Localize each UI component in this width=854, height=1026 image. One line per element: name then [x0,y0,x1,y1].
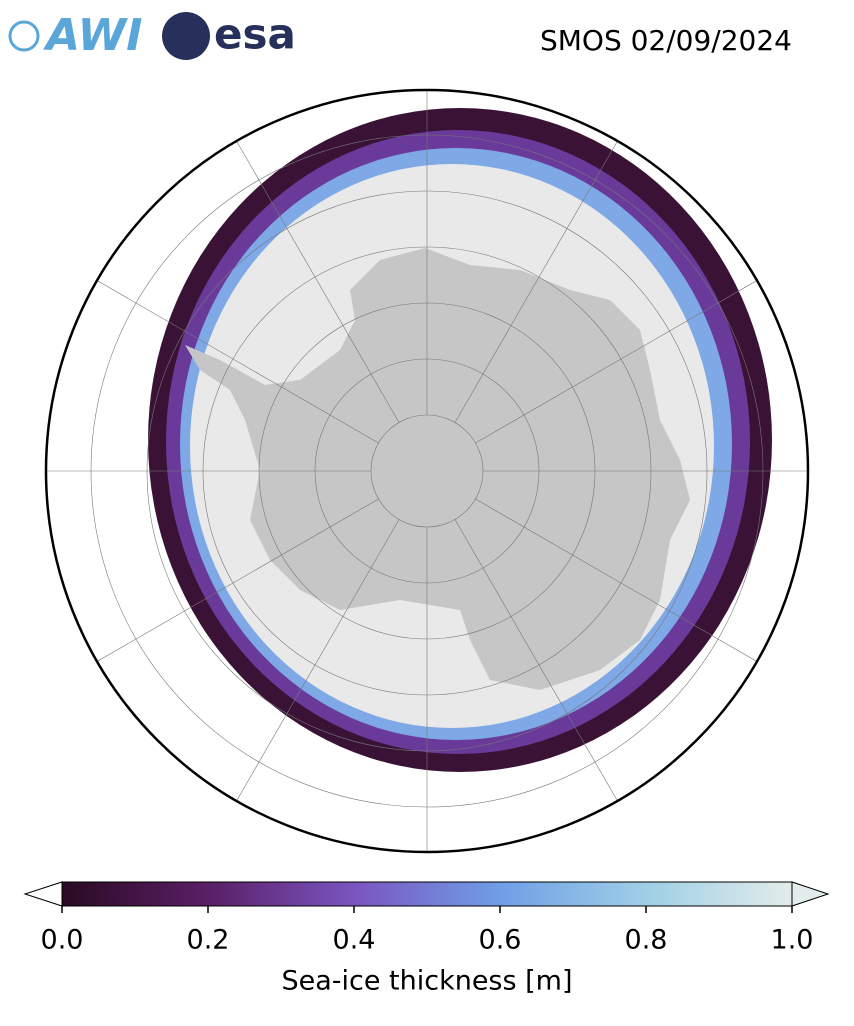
awi-logo-mark [8,20,40,52]
map-title: SMOS 02/09/2024 [540,24,792,57]
meridian [454,124,628,423]
meridian [475,498,774,672]
esa-logo-mark [162,12,210,60]
colorbar-tick-label: 0.0 [41,925,84,956]
meridian [226,519,400,818]
meridian [454,519,628,818]
colorbar-tick-label: 0.4 [333,925,376,956]
colorbar: Sea-ice thickness [m] 0.0 0.2 0.4 0.6 0.8 1.0 [23,881,830,997]
colorbar-bar [61,881,793,907]
logos: AWI esa [8,10,296,61]
esa-logo: esa [214,10,296,59]
colorbar-label: Sea-ice thickness [m] [281,966,572,997]
meridian [226,124,400,423]
map-frame [44,88,810,854]
map [46,90,808,852]
antarctica [185,248,690,690]
graticule [46,90,808,852]
colorbar-extend-high [791,881,830,907]
meridian [80,498,379,672]
colorbar-extend-low [23,881,63,907]
colorbar-tick-label: 0.6 [479,925,522,956]
meridian [80,270,379,444]
colorbar-tick-label: 1.0 [771,925,814,956]
colorbar-tick-label: 0.2 [187,925,230,956]
colorbar-tick-label: 0.8 [625,925,668,956]
meridian [475,270,774,444]
awi-logo: AWI [43,10,143,61]
